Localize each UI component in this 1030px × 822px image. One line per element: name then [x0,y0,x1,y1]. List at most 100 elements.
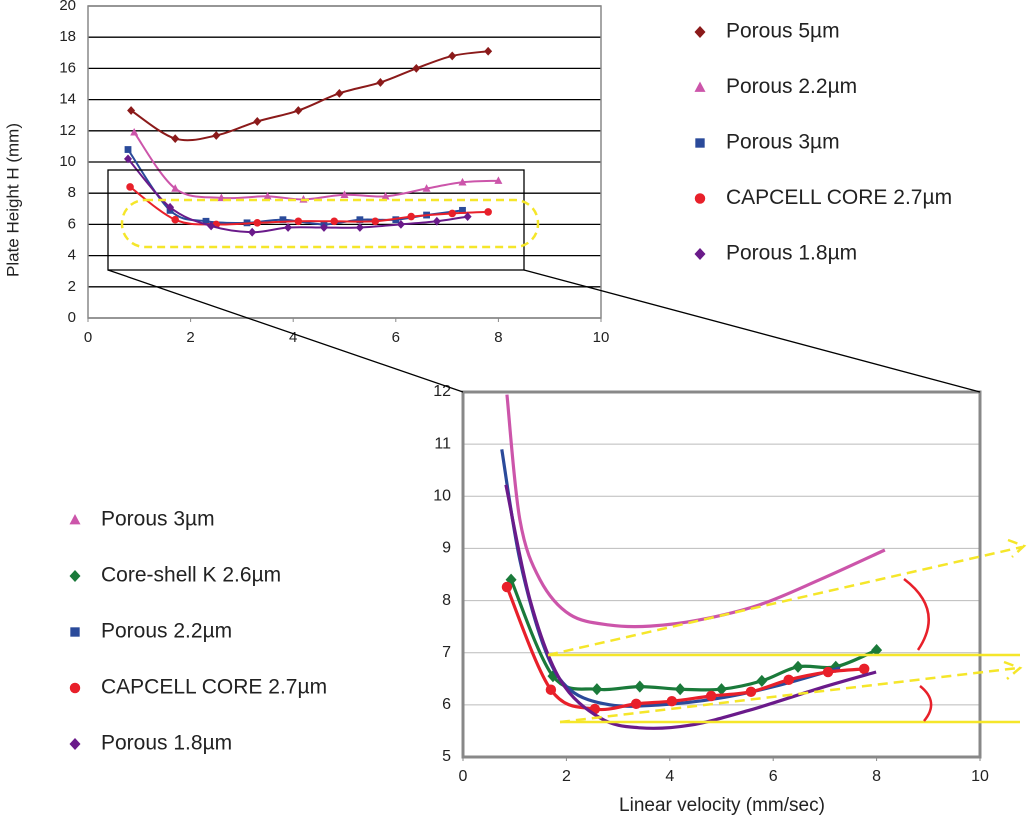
legend-label: Core-shell K 2.6µm [101,564,281,587]
y-tick-label: 8 [442,592,451,609]
zoom-line [107,269,464,393]
legend-marker [694,25,706,39]
y-tick-label: 12 [433,383,451,400]
point [171,215,180,224]
zoom-line [523,269,981,393]
annotation-line [903,578,930,651]
point [547,670,559,683]
point [130,127,139,136]
x-tick-label: 6 [769,768,778,785]
legend-label: Porous 5µm [726,20,840,43]
x-tick-label: 10 [593,329,610,346]
y-tick-label: 6 [68,215,76,232]
y-tick-label: 11 [434,435,451,452]
annotation-line [919,685,933,722]
point [207,221,216,231]
x-tick-label: 2 [186,329,194,346]
y-tick-label: 10 [433,488,451,505]
y-tick-label: 2 [68,278,76,295]
legend-label: Porous 2.2µm [726,75,857,98]
point [822,666,834,678]
legend-marker [695,138,705,148]
point [330,217,339,226]
y-tick-label: 8 [68,184,76,201]
x-axis-label: Linear velocity (mm/sec) [619,795,825,816]
annotation-line [559,660,1023,724]
point [716,683,727,696]
point [745,686,757,698]
legend-marker [69,513,81,525]
legend-label: CAPCELL CORE 2.7µm [726,186,952,209]
x-tick-label: 4 [665,768,674,785]
point [459,206,466,214]
point [263,191,272,200]
point [253,219,262,227]
x-tick-label: 8 [872,768,881,785]
series-curve [133,131,499,201]
y-tick-label: 14 [59,91,76,108]
point [355,223,364,232]
y-tick-label: 4 [68,247,76,264]
x-tick-label: 0 [459,768,468,785]
point [171,184,180,192]
point [376,78,385,87]
point [858,663,870,675]
point [484,208,492,216]
legend-label: Porous 3µm [726,131,840,154]
y-tick-label: 10 [59,153,76,170]
point [463,212,472,221]
series-curve [505,586,865,712]
point [319,223,328,232]
highlight-box [120,198,540,249]
legend-marker [69,737,81,751]
point [494,176,503,184]
series-curve [129,186,489,226]
point [381,191,390,200]
point [422,184,431,192]
x-tick-label: 4 [289,329,297,346]
point [484,46,493,56]
legend-marker [694,193,706,204]
point [448,51,457,61]
point [792,660,804,673]
y-tick-label: 16 [59,59,76,76]
point [124,154,133,164]
legend-label: Porous 1.8µm [101,732,232,755]
point [171,134,180,143]
point [124,146,132,153]
x-tick-label: 8 [494,329,502,346]
point [871,644,883,657]
x-tick-label: 10 [971,768,989,785]
point [412,64,421,73]
y-tick-label: 0 [68,309,76,326]
point [212,131,221,140]
y-tick-label: 20 [59,0,76,14]
x-tick-label: 0 [84,329,92,346]
point [634,680,646,693]
point [127,106,136,115]
plot-frame [87,5,602,319]
series-curve [127,158,468,234]
point [294,106,303,115]
plot: 0 2 4 6 8 10 12 14 16 18 20 0 2 4 6 8 10 [59,0,609,346]
y-tick-label: 12 [59,122,76,139]
point [294,217,303,226]
plot-frame [461,390,982,759]
zoom-box [107,169,525,271]
legend-label: Porous 2.2µm [101,620,232,643]
point [371,217,380,226]
point [674,683,686,696]
legend-marker [69,682,81,694]
point [340,190,349,198]
point [253,117,262,126]
legend-marker [70,627,80,637]
point [396,220,405,229]
point [166,202,175,212]
x-tick-label: 6 [392,329,400,346]
point [705,690,717,702]
legend-marker [694,247,706,261]
point [830,660,842,673]
series-curve [505,394,886,629]
